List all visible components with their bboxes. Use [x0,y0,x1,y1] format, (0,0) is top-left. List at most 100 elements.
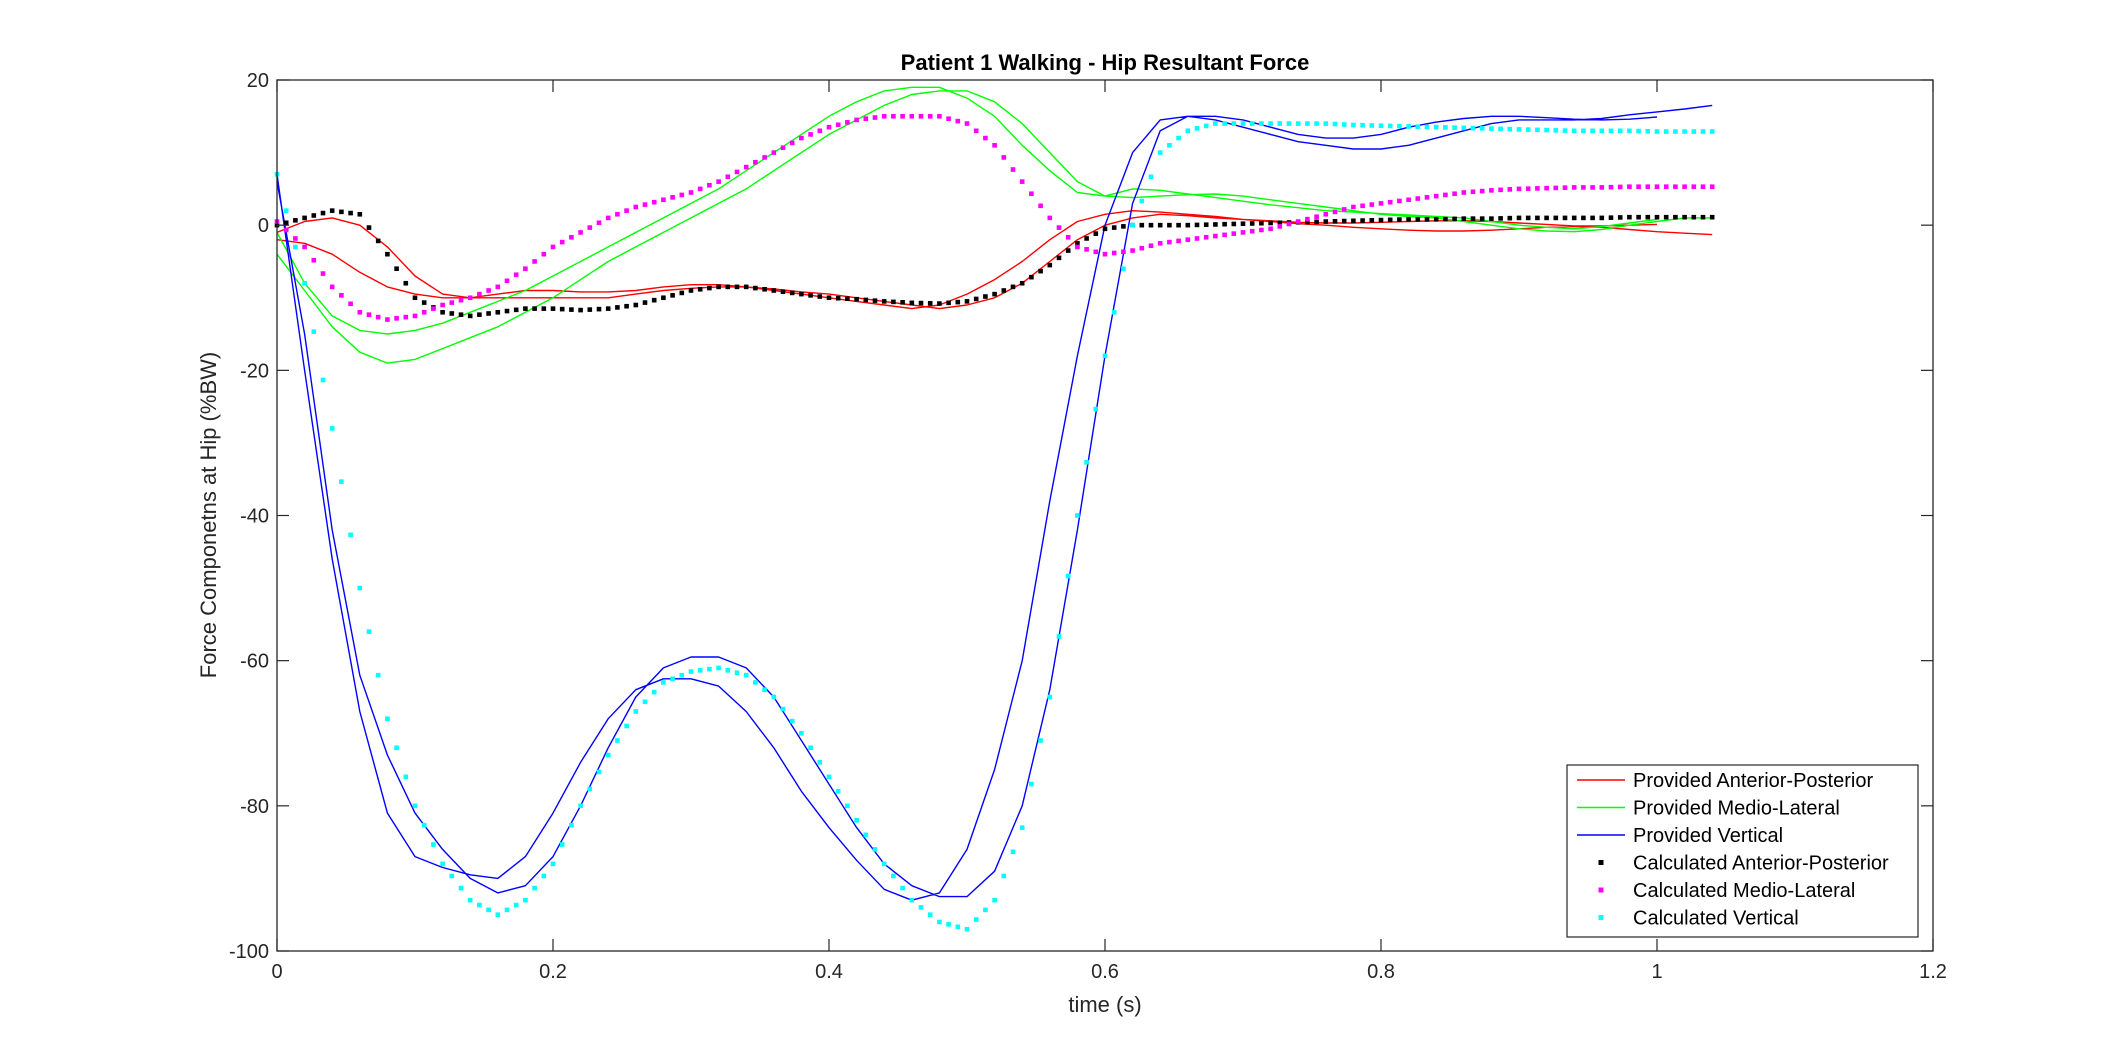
data-point [1654,129,1660,134]
data-point [1709,129,1715,134]
data-point [633,204,639,210]
data-point [1102,251,1108,257]
data-point [1185,237,1191,242]
data-point [688,288,694,293]
data-point [1010,849,1016,855]
data-point [845,803,850,809]
data-point [1341,122,1347,127]
data-point [1222,232,1227,238]
data-point [973,917,979,922]
data-point [688,190,694,195]
data-point [357,309,363,315]
data-point [734,670,740,676]
data-point [854,296,859,302]
data-point [1553,215,1559,221]
data-point [504,907,510,913]
data-point [412,803,418,809]
data-point [1617,215,1623,220]
data-point [1397,217,1402,222]
data-point [385,716,390,722]
data-point [394,745,399,751]
data-point [707,285,712,291]
data-point [909,300,915,306]
data-point [477,291,482,297]
data-point [1286,221,1292,227]
data-point [523,897,528,903]
data-point [283,208,289,213]
data-point [707,182,712,188]
y-tick-label: -100 [229,941,269,963]
data-point [845,296,850,302]
data-point [1691,184,1697,189]
data-point [495,284,501,290]
data-point [1231,231,1237,236]
data-point [1663,129,1669,134]
data-point [1507,187,1513,192]
data-point [707,666,712,672]
data-point [1323,211,1329,217]
data-point [403,774,409,780]
data-point [1130,248,1135,253]
data-point [1351,204,1356,210]
data-point [1194,126,1200,131]
data-point [762,286,767,292]
data-point [1019,825,1025,830]
data-point [835,789,841,794]
data-point [1231,221,1237,227]
data-point [964,121,970,126]
data-point [937,919,942,925]
data-point [1489,216,1494,221]
data-point [1341,207,1347,212]
data-point [339,479,344,484]
data-point [605,215,611,221]
data-point [1259,220,1264,226]
data-point [1056,225,1062,230]
data-point [1240,221,1246,227]
data-point [1452,125,1457,130]
data-point [826,124,832,130]
data-point [1516,186,1522,192]
legend-swatch [1598,915,1604,920]
data-point [357,585,363,591]
data-point [1581,185,1586,190]
data-point [440,302,445,308]
data-point [1148,174,1154,180]
data-point [449,873,455,879]
data-point [845,120,850,125]
data-point [725,668,731,673]
data-point [1406,124,1411,129]
data-point [1259,121,1264,126]
data-point [716,665,721,671]
data-point [808,293,813,298]
data-point [1581,215,1586,221]
data-point [339,293,344,298]
data-point [1286,121,1292,126]
data-point [624,208,629,213]
data-point [1148,222,1154,228]
data-point [881,299,887,304]
data-point [421,300,427,305]
data-point [661,295,666,301]
legend: Provided Anterior-Posterior Provided Medi… [1566,764,1919,938]
data-point [357,211,363,217]
data-point [1167,143,1172,148]
chart-title: Patient 1 Walking - Hip Resultant Force [901,50,1310,75]
data-point [1470,125,1476,131]
data-point [1608,184,1614,190]
data-point [891,299,896,305]
data-point [854,117,859,123]
data-point [1700,214,1706,220]
data-point [587,786,593,792]
data-point [1691,129,1697,134]
data-point [1415,217,1421,222]
data-point [780,145,786,151]
data-point [1305,121,1310,126]
data-point [1470,216,1476,221]
data-point [477,312,482,317]
data-point [863,297,869,303]
data-point [1176,135,1181,141]
data-point [762,687,767,692]
data-point [1498,126,1503,132]
data-point [1443,125,1448,130]
data-point [1682,214,1687,220]
